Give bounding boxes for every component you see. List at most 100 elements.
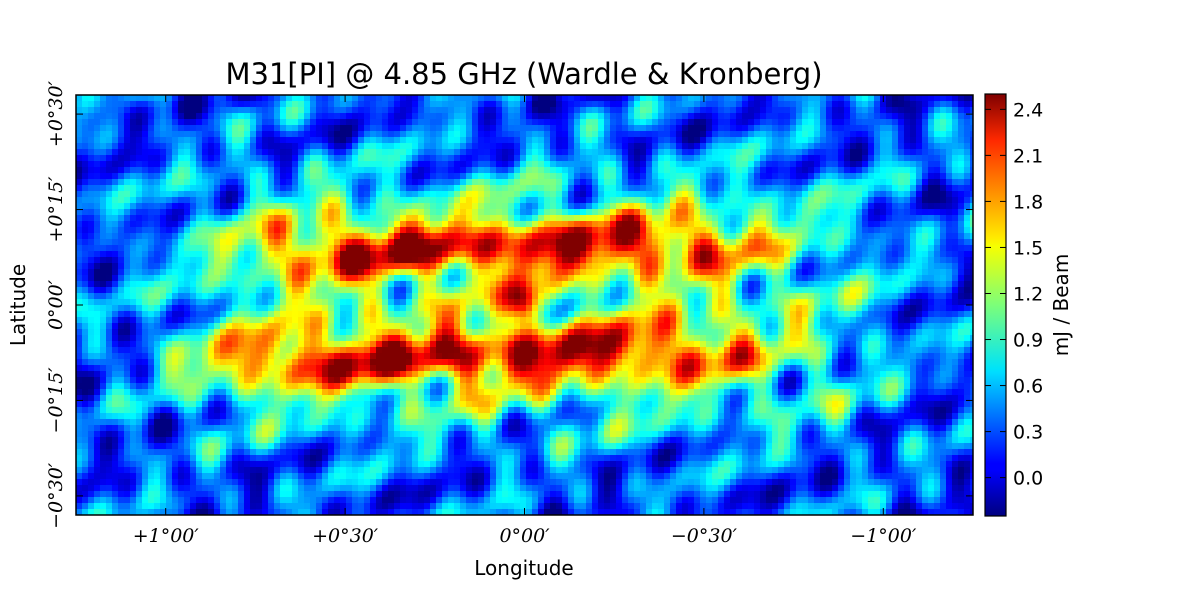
- heatmap-cell: [418, 119, 425, 126]
- heatmap-cell: [328, 251, 335, 258]
- heatmap-cell: [430, 95, 437, 102]
- heatmap-cell: [514, 131, 521, 138]
- heatmap-cell: [610, 167, 617, 174]
- heatmap-cell: [706, 173, 713, 180]
- heatmap-cell: [262, 287, 269, 294]
- heatmap-cell: [130, 113, 137, 120]
- heatmap-cell: [844, 269, 851, 276]
- heatmap-cell: [886, 233, 893, 240]
- heatmap-cell: [166, 227, 173, 234]
- heatmap-cell: [448, 257, 455, 264]
- heatmap-cell: [862, 257, 869, 264]
- heatmap-cell: [598, 167, 605, 174]
- heatmap-cell: [850, 245, 857, 252]
- heatmap-cell: [334, 197, 341, 204]
- heatmap-cell: [628, 149, 635, 156]
- heatmap-cell: [418, 251, 425, 258]
- heatmap-cell: [886, 113, 893, 120]
- heatmap-cell: [226, 287, 233, 294]
- heatmap-cell: [640, 221, 647, 228]
- heatmap-cell: [334, 239, 341, 246]
- heatmap-cell: [358, 185, 365, 192]
- heatmap-cell: [958, 257, 965, 264]
- heatmap-cell: [856, 281, 863, 288]
- heatmap-cell: [136, 287, 143, 294]
- heatmap-cell: [556, 143, 563, 150]
- heatmap-cell: [946, 221, 953, 228]
- heatmap-cell: [592, 227, 599, 234]
- heatmap-cell: [616, 251, 623, 258]
- heatmap-cell: [436, 101, 443, 108]
- heatmap-cell: [496, 185, 503, 192]
- heatmap-cell: [490, 281, 497, 288]
- heatmap-cell: [592, 257, 599, 264]
- heatmap-cell: [358, 281, 365, 288]
- heatmap-cell: [346, 209, 353, 216]
- heatmap-cell: [352, 149, 359, 156]
- heatmap-cell: [130, 137, 137, 144]
- heatmap-cell: [280, 191, 287, 198]
- heatmap-cell: [778, 125, 785, 132]
- heatmap-cell: [274, 95, 281, 102]
- heatmap-cell: [418, 209, 425, 216]
- heatmap-cell: [802, 149, 809, 156]
- heatmap-cell: [604, 275, 611, 282]
- heatmap-cell: [352, 137, 359, 144]
- heatmap-cell: [592, 209, 599, 216]
- heatmap-cell: [580, 281, 587, 288]
- heatmap-cell: [760, 131, 767, 138]
- heatmap-cell: [616, 245, 623, 252]
- heatmap-cell: [412, 161, 419, 168]
- heatmap-cell: [844, 233, 851, 240]
- heatmap-cell: [304, 113, 311, 120]
- heatmap-cell: [232, 269, 239, 276]
- heatmap-cell: [358, 113, 365, 120]
- heatmap-cell: [166, 257, 173, 264]
- heatmap-cell: [790, 269, 797, 276]
- heatmap-cell: [214, 263, 221, 270]
- heatmap-cell: [760, 275, 767, 282]
- heatmap-cell: [772, 287, 779, 294]
- heatmap-cell: [478, 137, 485, 144]
- heatmap-cell: [580, 95, 587, 102]
- heatmap-cell: [130, 233, 137, 240]
- heatmap-cell: [490, 209, 497, 216]
- heatmap-cell: [760, 251, 767, 258]
- heatmap-cell: [226, 245, 233, 252]
- heatmap-cell: [718, 215, 725, 222]
- heatmap-cell: [634, 215, 641, 222]
- heatmap-cell: [856, 131, 863, 138]
- heatmap-cell: [406, 257, 413, 264]
- heatmap-cell: [310, 185, 317, 192]
- heatmap-cell: [880, 221, 887, 228]
- heatmap-cell: [910, 137, 917, 144]
- heatmap-cell: [856, 119, 863, 126]
- heatmap-cell: [766, 275, 773, 282]
- heatmap-cell: [214, 203, 221, 210]
- heatmap-cell: [748, 155, 755, 162]
- heatmap-cell: [388, 257, 395, 264]
- heatmap-cell: [814, 269, 821, 276]
- heatmap-cell: [268, 257, 275, 264]
- heatmap-cell: [754, 257, 761, 264]
- heatmap-cell: [616, 191, 623, 198]
- heatmap-cell: [388, 287, 395, 294]
- heatmap-cell: [580, 251, 587, 258]
- heatmap-cell: [886, 119, 893, 126]
- heatmap-cell: [502, 173, 509, 180]
- heatmap-cell: [520, 95, 527, 102]
- heatmap-cell: [640, 107, 647, 114]
- heatmap-cell: [364, 221, 371, 228]
- heatmap-cell: [892, 281, 899, 288]
- heatmap-cell: [136, 143, 143, 150]
- heatmap-cell: [880, 203, 887, 210]
- heatmap-cell: [244, 167, 251, 174]
- heatmap-cell: [970, 167, 973, 174]
- heatmap-cell: [406, 185, 413, 192]
- heatmap-cell: [166, 239, 173, 246]
- heatmap-cell: [832, 131, 839, 138]
- heatmap-cell: [388, 269, 395, 276]
- heatmap-cell: [220, 293, 227, 300]
- heatmap-cell: [424, 239, 431, 246]
- heatmap-cell: [802, 239, 809, 246]
